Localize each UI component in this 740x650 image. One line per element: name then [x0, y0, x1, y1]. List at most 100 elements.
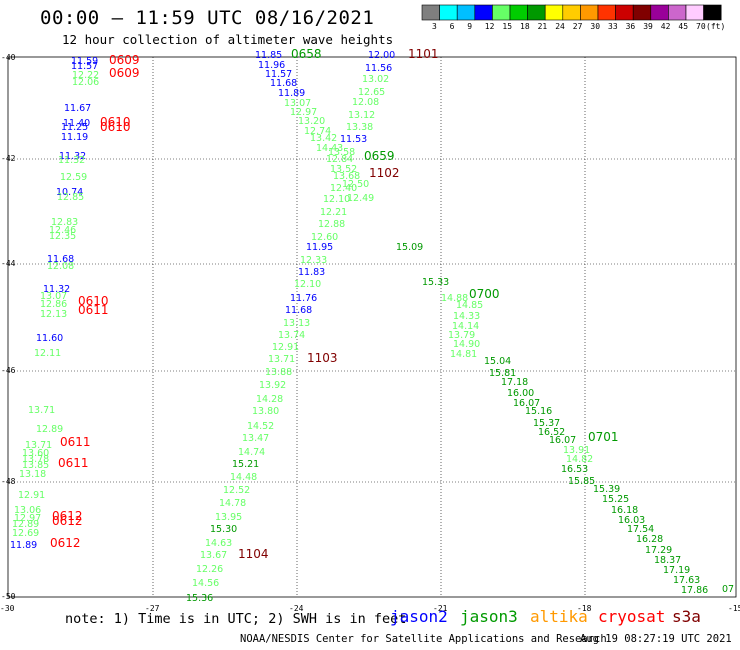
wave-height-label: 16.07: [513, 398, 540, 409]
wave-height-label: 12.60: [311, 232, 338, 243]
wave-height-label: 12.89: [36, 424, 63, 435]
longitude-label: -24: [289, 604, 304, 613]
wave-height-label: 11.89: [10, 540, 37, 551]
wave-height-label: 13.58: [328, 147, 355, 158]
wave-height-label: 14.63: [205, 538, 232, 549]
wave-height-label: 11.68: [270, 78, 297, 89]
wave-height-label: 12.97: [290, 107, 317, 118]
wave-height-label: 13.02: [362, 74, 389, 85]
wave-height-label: 11.89: [278, 88, 305, 99]
wave-height-label: 12.50: [342, 179, 369, 190]
wave-height-label: 13.47: [242, 433, 269, 444]
wave-height-label: 13.12: [348, 110, 375, 121]
wave-height-label: 13.06: [14, 505, 41, 516]
wave-height-label: 13.74: [278, 330, 305, 341]
wave-height-label: 17.63: [673, 575, 700, 586]
wave-height-label: 11.40: [63, 118, 90, 129]
wave-height-label: 12.10: [294, 279, 321, 290]
wave-height-label: 14.52: [247, 421, 274, 432]
time-label: 0701: [588, 430, 619, 444]
wave-height-label: 12.00: [368, 50, 395, 61]
wave-height-label: 15.25: [602, 494, 629, 505]
time-label: 0700: [469, 287, 500, 301]
colorbar-label: 15: [502, 22, 513, 31]
wave-height-label: 13.71: [268, 354, 295, 365]
colorbar-label: (ft): [706, 22, 726, 31]
time-label: 0611: [60, 435, 91, 449]
legend-jason2: jason2: [390, 607, 448, 626]
time-label: 0610: [100, 120, 131, 134]
wave-height-label: 14.14: [452, 321, 479, 332]
wave-height-label: 11.57: [71, 61, 98, 72]
time-label: 1104: [238, 547, 269, 561]
wave-height-label: 17.29: [645, 545, 672, 556]
time-label: 0612: [52, 514, 83, 528]
colorbar-label: 70: [696, 22, 706, 31]
wave-height-label: 12.46: [49, 225, 76, 236]
wave-height-label: 14.82: [566, 454, 593, 465]
time-label: 0609: [109, 66, 140, 80]
wave-height-label: 11.76: [290, 293, 317, 304]
wave-height-label: 12.11: [34, 348, 61, 359]
wave-height-label: 13.60: [22, 448, 49, 459]
colorbar-swatch: [703, 4, 722, 21]
wave-height-label: 11.67: [64, 103, 91, 114]
time-label: 0612: [50, 536, 81, 550]
wave-height-label: 13.52: [330, 164, 357, 175]
wave-height-label: 15.39: [593, 484, 620, 495]
wave-height-label: 12.08: [352, 97, 379, 108]
wave-height-label: 13.92: [259, 380, 286, 391]
time-label: 0659: [364, 149, 395, 163]
wave-height-label: 12.49: [347, 193, 374, 204]
wave-height-label: 15.85: [568, 476, 595, 487]
wave-height-label: 11.59: [71, 56, 98, 67]
longitude-label: -30: [0, 604, 15, 613]
wave-height-label: 12.33: [300, 255, 327, 266]
wave-height-label: 12.59: [60, 172, 87, 183]
wave-height-label: 12.52: [223, 485, 250, 496]
wave-height-label: 14.43: [316, 143, 343, 154]
wave-height-label: 12.74: [304, 126, 331, 137]
time-label: 0610: [100, 115, 131, 129]
wave-height-label: 11.60: [36, 333, 63, 344]
longitude-label: -21: [433, 604, 448, 613]
wave-height-label: 11.57: [265, 69, 292, 80]
time-label: 0610: [78, 294, 109, 308]
wave-height-label: 12.85: [57, 192, 84, 203]
time-label: 0609: [109, 53, 140, 67]
wave-height-label: 12.21: [320, 207, 347, 218]
wave-height-label: 12.84: [326, 154, 353, 165]
wave-height-label: 12.86: [40, 299, 67, 310]
wave-height-label: 13.38: [346, 122, 373, 133]
wave-height-label: 15.37: [533, 418, 560, 429]
wave-height-label: 13.07: [40, 291, 67, 302]
footer-source: NOAA/NESDIS Center for Satellite Applica…: [240, 633, 607, 645]
colorbar-label: 36: [625, 22, 636, 31]
colorbar-label: 45: [678, 22, 689, 31]
page-subtitle: 12 hour collection of altimeter wave hei…: [62, 32, 394, 47]
wave-height-label: 12.26: [196, 564, 223, 575]
colorbar-label: 33: [608, 22, 618, 31]
wave-height-label: 15.33: [422, 277, 449, 288]
wave-height-label: 14.85: [456, 300, 483, 311]
wave-height-label: 13.18: [19, 469, 46, 480]
longitude-label: -15: [728, 604, 740, 613]
wave-height-label: 14.74: [238, 447, 265, 458]
wave-height-label: 14.48: [230, 472, 257, 483]
wave-height-label: 16.00: [507, 388, 534, 399]
wave-height-label: 11.68: [285, 305, 312, 316]
wave-height-label: 13.71: [25, 440, 52, 451]
wave-height-label: 17.18: [501, 377, 528, 388]
legend-jason3: jason3: [460, 607, 518, 626]
time-label: 0612: [52, 509, 83, 523]
wave-height-label: 13.13: [283, 318, 310, 329]
colorbar-label: 6: [449, 22, 455, 31]
legend-cryosat: cryosat: [598, 607, 666, 626]
wave-height-label: 15.04: [484, 356, 511, 367]
wave-height-label: 11.25: [61, 122, 88, 133]
wave-height-label: 16.07: [549, 435, 576, 446]
wave-height-label: 15.16: [525, 406, 552, 417]
wave-height-label: 12.35: [49, 231, 76, 242]
colorbar: [421, 4, 722, 21]
wave-height-label: 11.85: [255, 50, 282, 61]
